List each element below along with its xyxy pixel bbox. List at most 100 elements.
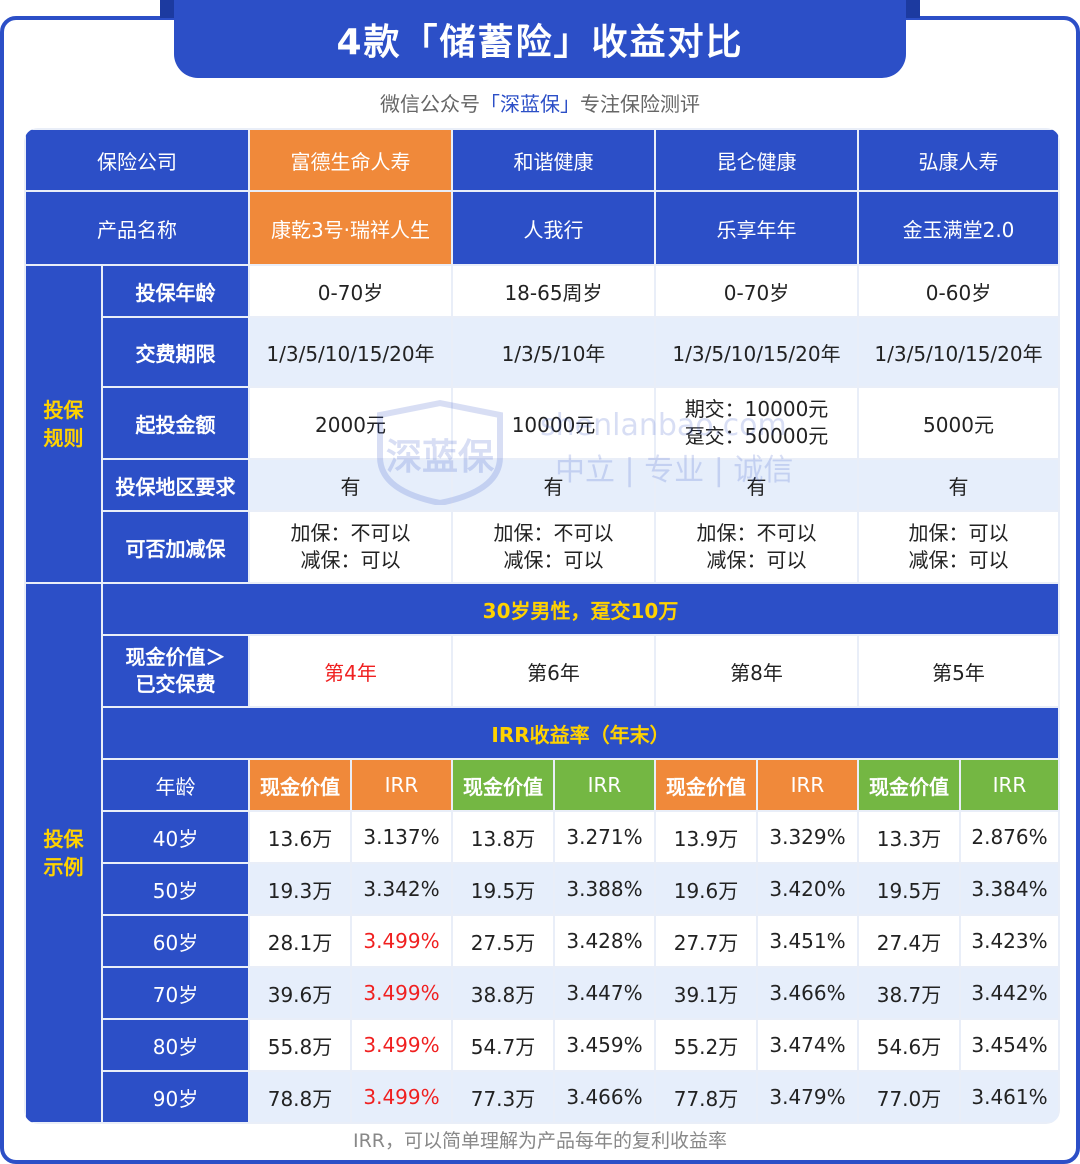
cash-value: 27.4万 (857, 914, 961, 968)
subtitle-prefix: 微信公众号 (380, 92, 480, 116)
banner-ear-right (906, 0, 920, 18)
rule-value: 5000元 (857, 386, 1060, 460)
cash-value: 38.8万 (451, 966, 555, 1020)
product-name: 康乾3号·瑞祥人生 (248, 190, 453, 266)
rule-row-age: 投保规则 投保年龄 0-70岁 18-65周岁 0-70岁 0-60岁 (24, 264, 1060, 584)
irr-value: 3.499% (350, 966, 453, 1020)
footnote: IRR，可以简单理解为产品每年的复利收益率 (352, 1130, 727, 1152)
age-label: 90岁 (101, 1070, 250, 1124)
rule-value: 2000元 (248, 386, 453, 460)
scenario-band: 30岁男性，趸交10万 (101, 582, 1060, 636)
company-header-label: 保险公司 (24, 128, 250, 192)
irr-header: IRR (959, 758, 1060, 812)
rule-value: 1/3/5/10/15/20年 (857, 316, 1060, 388)
company-name: 昆仑健康 (654, 128, 859, 192)
cash-value: 19.5万 (857, 862, 961, 916)
irr-band: IRR收益率（年末） (101, 706, 1060, 760)
age-row: 70岁 39.6万 3.499% 38.8万 3.447% 39.1万 3.46… (25, 966, 1060, 1020)
rule-value: 1/3/5/10/15/20年 (654, 316, 859, 388)
cash-value: 39.1万 (654, 966, 758, 1020)
irr-value: 3.423% (959, 914, 1060, 968)
rule-value: 有 (654, 458, 859, 512)
title-banner: 4款「储蓄险」收益对比 (174, 0, 906, 78)
rule-value: 18-65周岁 (451, 264, 656, 318)
rule-value: 1/3/5/10/15/20年 (248, 316, 453, 388)
cash-value-header: 现金价值 (654, 758, 758, 812)
irr-value: 3.459% (553, 1018, 656, 1072)
irr-value: 3.499% (350, 914, 453, 968)
rule-value: 加保：不可以 减保：可以 (451, 510, 656, 584)
rule-value: 0-70岁 (248, 264, 453, 318)
breakeven-label: 现金价值＞ 已交保费 (101, 634, 250, 708)
irr-header: IRR (756, 758, 859, 812)
subtitle-brand: 「深蓝保」 (480, 92, 580, 116)
cash-value: 55.8万 (248, 1018, 352, 1072)
irr-value: 3.466% (756, 966, 859, 1020)
rule-value: 期交：10000元 趸交：50000元 (654, 386, 859, 460)
page-title: 4款「储蓄险」收益对比 (336, 22, 744, 63)
breakeven-value: 第4年 (248, 634, 453, 708)
cash-value: 39.6万 (248, 966, 352, 1020)
company-name: 富德生命人寿 (248, 128, 453, 192)
rule-label: 投保年龄 (101, 264, 250, 318)
rule-value: 加保：不可以 减保：可以 (654, 510, 859, 584)
company-name: 和谐健康 (451, 128, 656, 192)
rule-label: 可否加减保 (101, 510, 250, 584)
age-label: 40岁 (101, 810, 250, 864)
irr-value: 3.384% (959, 862, 1060, 916)
cash-value: 19.5万 (451, 862, 555, 916)
rule-value: 有 (451, 458, 656, 512)
cash-value: 77.3万 (451, 1070, 555, 1124)
irr-value: 3.447% (553, 966, 656, 1020)
cash-value-header: 现金价值 (451, 758, 555, 812)
product-name: 金玉满堂2.0 (857, 190, 1060, 266)
cash-value: 28.1万 (248, 914, 352, 968)
irr-value: 3.137% (350, 810, 453, 864)
irr-value: 3.466% (553, 1070, 656, 1124)
cash-value: 13.9万 (654, 810, 758, 864)
breakeven-value: 第8年 (654, 634, 859, 708)
cash-value: 77.0万 (857, 1070, 961, 1124)
company-row: 保险公司 富德生命人寿 和谐健康 昆仑健康 弘康人寿 (24, 128, 1060, 192)
cash-value: 27.5万 (451, 914, 555, 968)
breakeven-row: 现金价值＞ 已交保费 第4年 第6年 第8年 第5年 (25, 634, 1060, 708)
rule-row-adjust: 可否加减保 加保：不可以 减保：可以 加保：不可以 减保：可以 加保：不可以 减… (25, 510, 1060, 584)
metric-header-row: 年龄 现金价值 IRR 现金价值 IRR 现金价值 IRR 现金价值 IRR (25, 758, 1060, 812)
rule-value: 10000元 (451, 386, 656, 460)
cash-value: 54.6万 (857, 1018, 961, 1072)
product-name: 乐享年年 (654, 190, 859, 266)
cash-value: 54.7万 (451, 1018, 555, 1072)
irr-value: 3.461% (959, 1070, 1060, 1124)
irr-value: 3.420% (756, 862, 859, 916)
rule-value: 1/3/5/10年 (451, 316, 656, 388)
cash-value: 27.7万 (654, 914, 758, 968)
age-label: 50岁 (101, 862, 250, 916)
rule-label: 投保地区要求 (101, 458, 250, 512)
banner-ear-left (160, 0, 174, 18)
product-header-label: 产品名称 (24, 190, 250, 266)
rule-label: 起投金额 (101, 386, 250, 460)
section-label-rules: 投保规则 (24, 264, 103, 584)
rule-value: 有 (857, 458, 1060, 512)
irr-value: 3.342% (350, 862, 453, 916)
rule-row-minimum: 起投金额 2000元 10000元 期交：10000元 趸交：50000元 50… (25, 386, 1060, 460)
cash-value: 77.8万 (654, 1070, 758, 1124)
cash-value: 38.7万 (857, 966, 961, 1020)
age-row: 50岁 19.3万 3.342% 19.5万 3.388% 19.6万 3.42… (25, 862, 1060, 916)
irr-value: 3.271% (553, 810, 656, 864)
irr-value: 3.329% (756, 810, 859, 864)
cash-value: 13.3万 (857, 810, 961, 864)
rule-row-term: 交费期限 1/3/5/10/15/20年 1/3/5/10年 1/3/5/10/… (25, 316, 1060, 388)
irr-value: 3.479% (756, 1070, 859, 1124)
scenario-row: 投保示例 30岁男性，趸交10万 (24, 582, 1060, 1124)
irr-value: 3.388% (553, 862, 656, 916)
irr-value: 3.499% (350, 1018, 453, 1072)
cash-value-header: 现金价值 (857, 758, 961, 812)
irr-value: 3.442% (959, 966, 1060, 1020)
rule-row-region: 投保地区要求 有 有 有 有 (25, 458, 1060, 512)
cash-value: 19.3万 (248, 862, 352, 916)
cash-value: 78.8万 (248, 1070, 352, 1124)
cash-value-header: 现金价值 (248, 758, 352, 812)
age-label: 60岁 (101, 914, 250, 968)
age-label: 80岁 (101, 1018, 250, 1072)
